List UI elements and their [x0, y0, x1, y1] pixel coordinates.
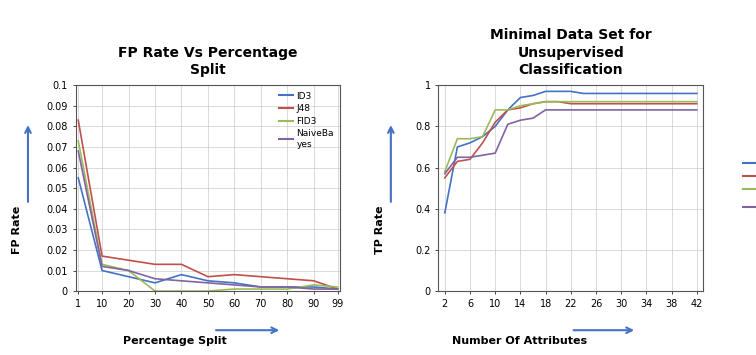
Legend: ID3, J48, FID3, NaiveBa
yes: ID3, J48, FID3, NaiveBa yes: [277, 90, 336, 151]
Legend: ID3, J48, FID3, NaiveBa
yes: ID3, J48, FID3, NaiveBa yes: [741, 158, 756, 219]
Text: FP Rate: FP Rate: [12, 206, 23, 254]
Text: Number Of Attributes: Number Of Attributes: [451, 337, 587, 346]
Text: TP Rate: TP Rate: [375, 206, 386, 254]
Title: FP Rate Vs Percentage
Split: FP Rate Vs Percentage Split: [118, 46, 298, 77]
Title: Minimal Data Set for
Unsupervised
Classification: Minimal Data Set for Unsupervised Classi…: [490, 28, 652, 77]
Text: Percentage Split: Percentage Split: [123, 337, 227, 346]
